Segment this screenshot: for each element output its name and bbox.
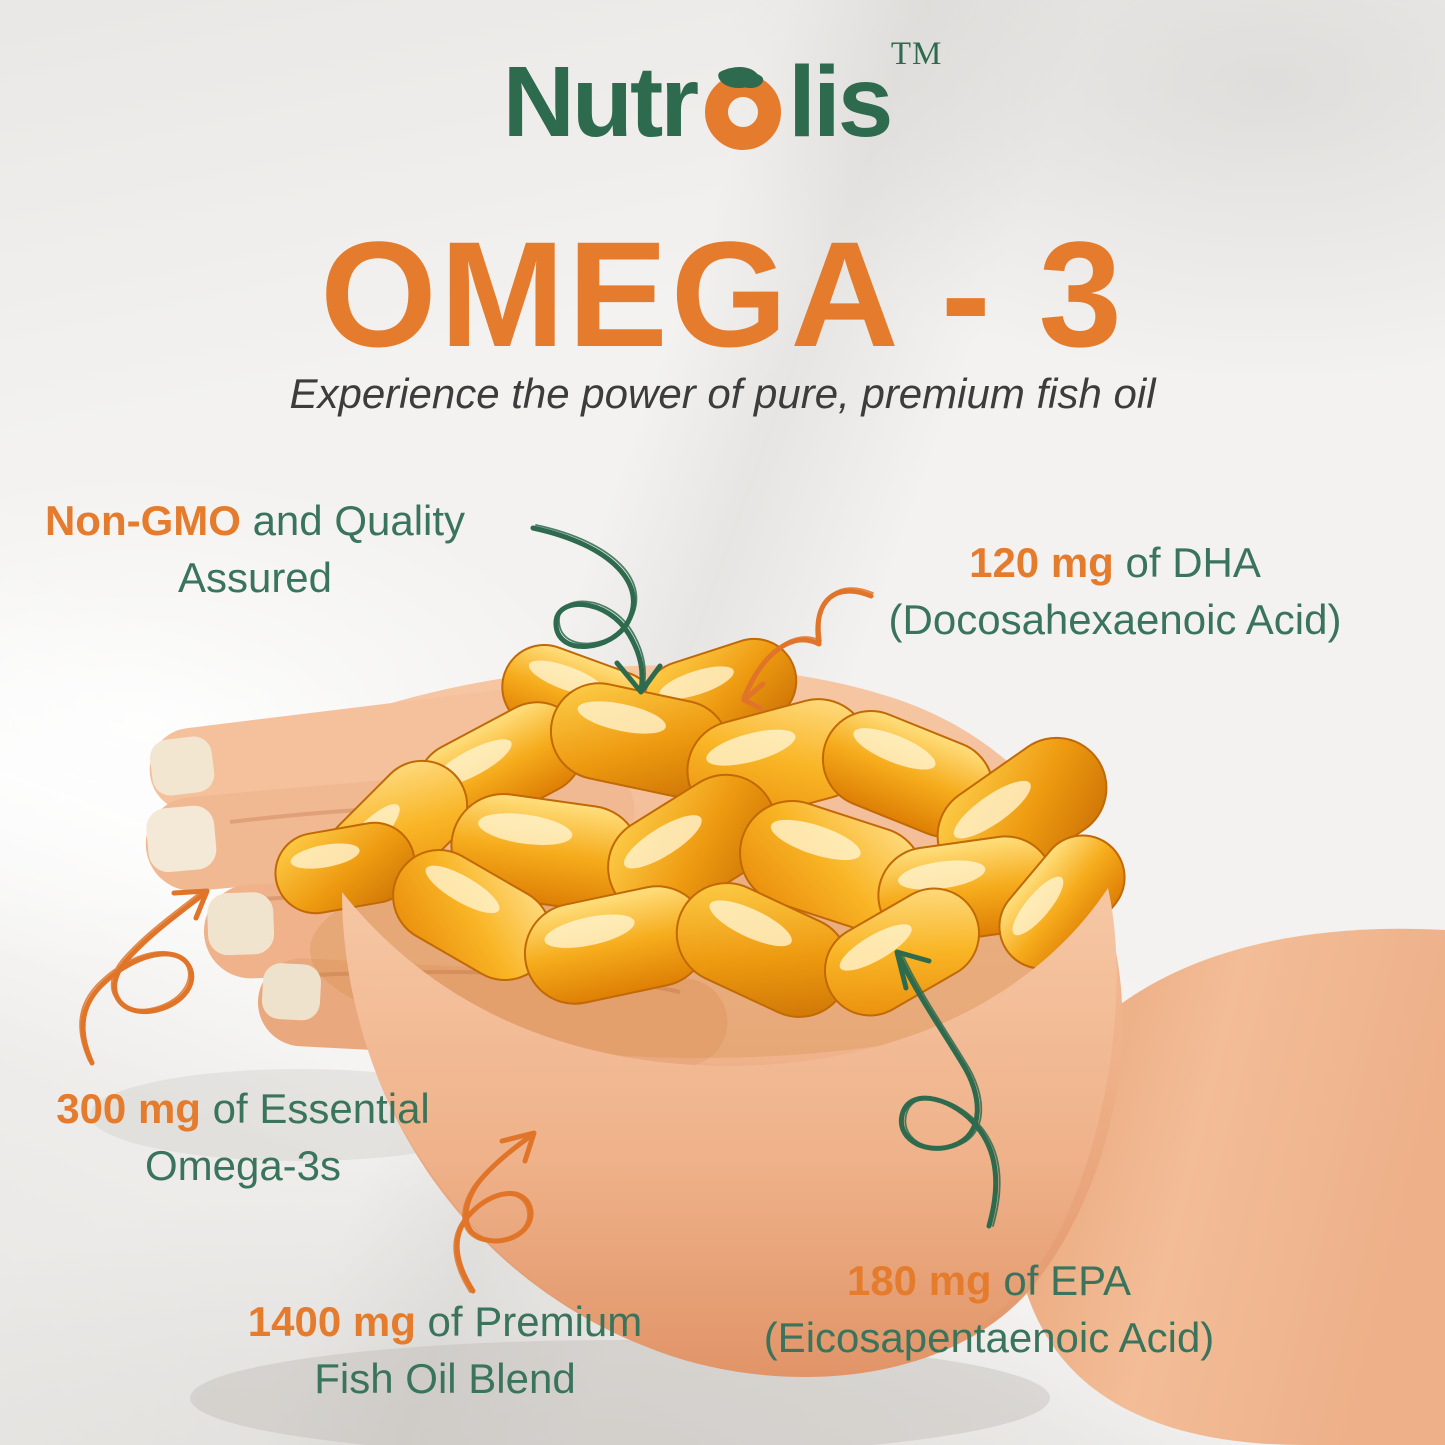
capsule — [523, 885, 709, 1005]
callout-line: 180 mg of EPA — [759, 1252, 1219, 1309]
callout-highlight: 120 mg — [969, 539, 1114, 586]
capsule — [450, 793, 642, 911]
capsule — [323, 759, 469, 905]
trademark-symbol: TM — [890, 36, 943, 72]
callout-fish-oil: 1400 mg of Premium Fish Oil Blend — [215, 1293, 675, 1407]
callout-line: 300 mg of Essential — [13, 1080, 473, 1137]
callout-rest: and Quality — [240, 497, 466, 544]
arrow-non-gmo — [530, 524, 663, 695]
callout-line: Fish Oil Blend — [314, 1355, 576, 1402]
callout-rest: of Essential — [200, 1085, 430, 1132]
capsule — [415, 701, 585, 835]
capsule — [501, 644, 659, 756]
callout-epa: 180 mg of EPA (Eicosapentaenoic Acid) — [759, 1252, 1219, 1366]
callout-line: Non-GMO and Quality — [20, 492, 490, 549]
capsule — [823, 887, 981, 1017]
fingers — [145, 684, 728, 1067]
arrow-epa — [894, 949, 1001, 1229]
callout-line: 120 mg of DHA — [855, 534, 1375, 591]
callout-highlight: 300 mg — [56, 1085, 201, 1132]
callout-non-gmo: Non-GMO and Quality Assured — [20, 492, 490, 606]
brand-name-suffix: lis — [788, 46, 893, 158]
fingernails — [146, 736, 321, 1021]
arrow-omega-3s — [79, 888, 210, 1066]
callout-line: Omega-3s — [144, 1142, 342, 1189]
callout-highlight: 180 mg — [846, 1257, 992, 1304]
capsule-pile — [274, 637, 1126, 1018]
brand-name-prefix: Nutr — [502, 46, 700, 158]
callout-line: Assured — [177, 554, 333, 601]
callout-rest: of Premium — [415, 1298, 643, 1345]
capsule — [274, 821, 416, 915]
forearm — [1013, 928, 1445, 1445]
callout-line: (Docosahexaenoic Acid) — [888, 596, 1342, 643]
capsule — [675, 882, 851, 1018]
callout-dha: 120 mg of DHA (Docosahexaenoic Acid) — [855, 534, 1375, 648]
product-title: OMEGA - 3 — [320, 210, 1125, 378]
capsule — [392, 849, 552, 981]
capsule — [686, 698, 870, 822]
callout-rest: of DHA — [1113, 539, 1261, 586]
callout-omega-3s: 300 mg of Essential Omega-3s — [13, 1080, 473, 1194]
arrow-dha — [741, 587, 874, 712]
capsule — [607, 773, 777, 919]
capsule — [821, 710, 995, 838]
callout-line: (Eicosapentaenoic Acid) — [763, 1314, 1215, 1361]
tagline: Experience the power of pure, premium fi… — [289, 370, 1156, 417]
orange-ring-icon — [705, 58, 782, 150]
capsule — [549, 682, 731, 798]
capsule — [642, 637, 798, 747]
callout-highlight: 1400 mg — [247, 1298, 416, 1345]
callout-line: 1400 mg of Premium — [215, 1293, 675, 1350]
capsule — [739, 800, 925, 932]
callout-rest: of EPA — [991, 1257, 1132, 1304]
capsule — [998, 834, 1126, 970]
capsule — [936, 736, 1108, 888]
brand-logo: Nutr lis TM — [502, 38, 942, 158]
capsule — [877, 835, 1055, 945]
callout-highlight: Non-GMO — [44, 497, 241, 544]
capsule-pile-shadow — [310, 842, 1090, 1058]
